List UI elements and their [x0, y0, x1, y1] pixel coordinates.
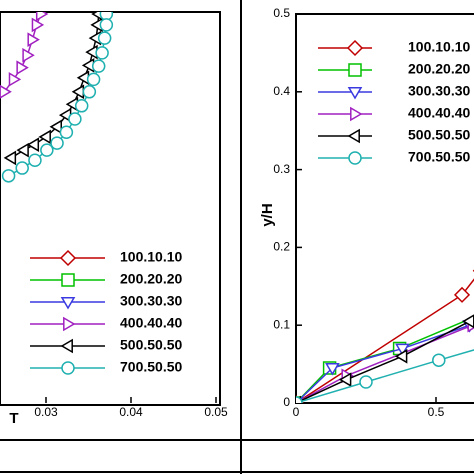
marker [394, 349, 408, 364]
marker [3, 150, 17, 166]
x-axis-label: T [9, 410, 18, 427]
legend-marker [61, 361, 75, 375]
marker [38, 129, 51, 145]
marker [27, 32, 40, 47]
legend-label: 500.50.50 [408, 127, 470, 143]
marker [16, 142, 29, 158]
y-tick-label: 0.1 [273, 317, 290, 331]
legend-marker [347, 87, 363, 100]
legend-marker [350, 106, 363, 122]
legend-marker [347, 128, 360, 144]
y-tick-label: 0.2 [273, 240, 290, 254]
marker [91, 59, 106, 73]
marker [8, 72, 22, 87]
legend-label: 300.30.30 [120, 293, 182, 309]
marker [95, 46, 109, 60]
series-line [296, 278, 474, 403]
y-axis-label: y/H [259, 203, 276, 226]
marker [31, 17, 45, 33]
right-plot-frame [295, 13, 474, 404]
y-tick-label: 0 [283, 395, 290, 409]
marker [1, 169, 16, 183]
marker [68, 112, 82, 126]
legend-label: 100.10.10 [408, 39, 470, 55]
legend-marker [60, 338, 73, 354]
legend-marker [59, 249, 77, 267]
legend-label: 200.20.20 [408, 61, 470, 77]
marker [71, 84, 85, 100]
legend-label: 500.50.50 [120, 337, 182, 353]
x-tick-label: 0 [293, 405, 300, 419]
marker [49, 119, 62, 135]
marker [35, 12, 49, 22]
x-tick-label: 0.5 [428, 405, 445, 419]
marker [22, 47, 35, 63]
series-line [296, 349, 474, 403]
marker [296, 396, 303, 403]
marker [0, 84, 12, 99]
y-tick-label: 0.4 [273, 84, 290, 98]
legend-marker [348, 63, 362, 77]
legend-marker [61, 273, 75, 287]
legend-label: 700.50.50 [120, 359, 182, 375]
legend-label: 200.20.20 [120, 271, 182, 287]
y-tick-label: 0.5 [273, 6, 290, 20]
plot-area [296, 269, 474, 403]
marker [59, 125, 74, 140]
legend-label: 100.10.10 [120, 249, 182, 265]
marker [97, 31, 112, 45]
x-tick-label: 0.05 [204, 405, 228, 419]
marker [40, 143, 54, 157]
legend-marker [348, 151, 362, 165]
series-line [10, 13, 100, 159]
marker [74, 99, 89, 113]
y-tick-label: 0.3 [273, 162, 290, 176]
marker [453, 286, 471, 303]
marker [325, 363, 340, 376]
marker [432, 353, 446, 367]
marker [15, 161, 29, 175]
legend-label: 400.40.40 [120, 315, 182, 331]
marker [395, 343, 410, 357]
legend-marker [63, 316, 76, 332]
legend-label: 700.50.50 [408, 149, 470, 165]
legend-label: 400.40.40 [408, 105, 470, 121]
plot-area [0, 12, 114, 183]
marker [16, 60, 29, 75]
legend-marker [346, 39, 364, 57]
legend-marker [60, 297, 76, 310]
marker [86, 72, 101, 87]
marker [359, 375, 373, 389]
marker [50, 136, 64, 150]
marker [28, 153, 42, 168]
legend-label: 300.30.30 [408, 83, 470, 99]
marker [26, 137, 40, 153]
marker [338, 372, 352, 387]
x-tick-label: 0.04 [119, 405, 143, 419]
marker [99, 18, 114, 32]
marker [82, 85, 97, 99]
x-tick-label: 0.03 [34, 405, 58, 419]
series-line [296, 322, 474, 403]
